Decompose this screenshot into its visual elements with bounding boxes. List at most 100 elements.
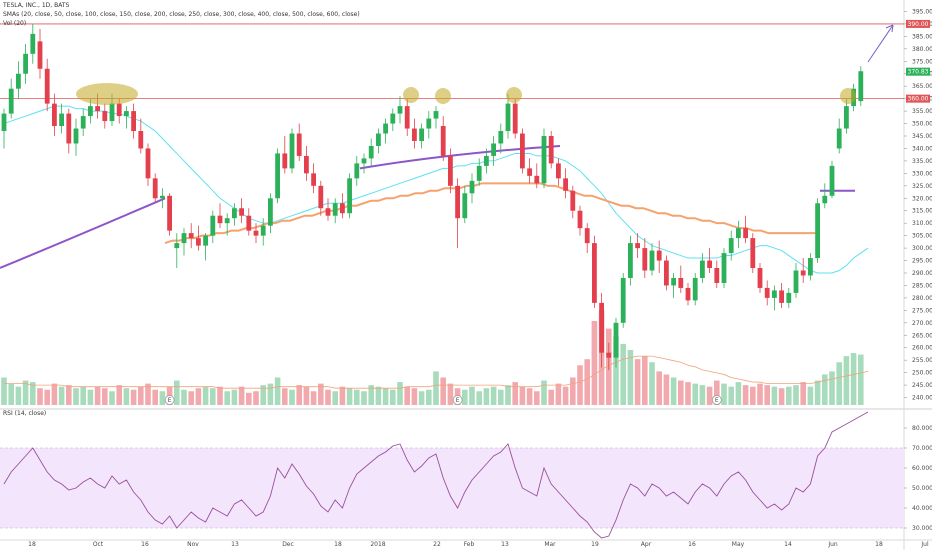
volume-bar — [800, 382, 806, 405]
candle-body — [318, 185, 324, 209]
volume-bar — [44, 389, 50, 405]
candle-body — [347, 178, 352, 214]
candle-body — [829, 165, 835, 196]
legend-volume[interactable]: Vol (20) — [3, 20, 27, 27]
volume-bar — [94, 386, 101, 405]
price-tick-label: 385.00 — [912, 33, 932, 40]
volume-bar — [159, 391, 166, 405]
time-tick-label: May — [732, 541, 745, 548]
time-tick-label: Apr — [641, 541, 652, 548]
candle-body — [750, 238, 756, 269]
volume-bar — [613, 336, 619, 405]
volume-bar — [274, 377, 281, 405]
volume-bar — [310, 391, 317, 405]
marker-circle — [403, 87, 419, 103]
price-tick-label: 345.00 — [912, 133, 932, 140]
legend-rsi[interactable]: RSI (14, close) — [3, 410, 47, 417]
candle-body — [462, 193, 468, 219]
volume-bar — [411, 388, 418, 405]
volume-bar — [346, 388, 353, 405]
candle-body — [491, 143, 496, 156]
candle-body — [628, 243, 633, 278]
volume-bar — [850, 353, 857, 405]
volume-bar — [15, 386, 22, 405]
candle-body — [779, 290, 784, 303]
volume-bar — [145, 383, 151, 405]
price-tick-label: 260.00 — [912, 345, 932, 352]
price-tick-label: 310.00 — [912, 220, 932, 227]
volume-ma-line — [4, 355, 869, 389]
candle-body — [260, 225, 266, 236]
volume-bar — [130, 389, 137, 405]
candle-body — [563, 178, 568, 191]
volume-bar — [757, 383, 763, 405]
volume-bar — [80, 386, 86, 405]
candle-body — [426, 118, 432, 129]
price-tick-label: 325.00 — [912, 183, 932, 190]
legend-sma[interactable]: SMAs (20, close, 50, close, 100, close, … — [3, 11, 360, 18]
volume-bar — [440, 377, 446, 405]
candle-body — [224, 218, 230, 224]
volume-bar — [591, 320, 598, 405]
price-tick-label: 355.00 — [912, 108, 932, 115]
volume-bar — [224, 391, 230, 405]
volume-bar — [836, 362, 842, 405]
candles — [1, 23, 864, 371]
price-tick-label: 285.00 — [912, 282, 932, 289]
time-tick-label: 18 — [334, 541, 342, 548]
earnings-marker-label: E — [456, 397, 460, 404]
time-tick-label: Jul — [920, 541, 929, 548]
volume-bar — [505, 385, 511, 405]
candle-body — [23, 53, 28, 74]
time-tick-label: 19 — [591, 541, 599, 548]
volume-bar — [361, 391, 367, 405]
trend-arrow — [867, 24, 894, 63]
candle-body — [786, 292, 792, 303]
candle-body — [59, 113, 64, 127]
candle-body — [728, 238, 734, 254]
volume-bar — [498, 389, 504, 405]
volume-bar — [22, 380, 29, 405]
rsi-tick-label: 70.0000 — [912, 445, 932, 452]
price-tick-label: 315.00 — [912, 208, 932, 215]
volume-bar — [843, 356, 850, 405]
price-tick-label: 270.00 — [912, 320, 932, 327]
candle-body — [376, 133, 381, 146]
candle-body — [210, 215, 216, 236]
volume-bar — [368, 385, 374, 405]
legend-title[interactable]: TESLA, INC., 1D, BATS — [3, 2, 70, 9]
candle-body — [714, 268, 720, 283]
price-tick-label: 300.00 — [912, 245, 932, 252]
volume-bar — [721, 383, 727, 405]
volume-bar — [202, 386, 209, 405]
candle-body — [534, 175, 540, 184]
volume-bar — [37, 388, 43, 405]
horizontal-lines[interactable] — [0, 23, 904, 100]
time-tick-label: 22 — [433, 541, 441, 548]
volume-bar — [404, 386, 410, 405]
volume-bar — [642, 356, 648, 405]
volume-bar — [764, 385, 770, 405]
volume-bar — [685, 382, 691, 405]
candle-body — [584, 228, 590, 244]
volume-bar — [771, 386, 778, 405]
earnings-marker — [164, 395, 175, 405]
volume-bar — [296, 385, 302, 405]
volume-bar — [519, 386, 526, 405]
candle-body — [613, 322, 619, 358]
time-tick-label: Feb — [464, 541, 475, 548]
volume-bar — [534, 391, 540, 405]
rsi-tick-label: 30.0000 — [912, 525, 932, 532]
rsi-panel: 30.0000 40.0000 50.0000 60.0000 70.0000 80.00… — [0, 411, 932, 539]
volume-bar — [418, 391, 425, 405]
candle-body — [520, 133, 525, 169]
earnings-marker-label: E — [715, 397, 719, 404]
candle-body — [268, 198, 273, 226]
price-tick-label: 295.00 — [912, 258, 932, 265]
price-tick-label: 335.00 — [912, 158, 932, 165]
candle-body — [606, 352, 612, 358]
arrow-head — [885, 24, 894, 33]
